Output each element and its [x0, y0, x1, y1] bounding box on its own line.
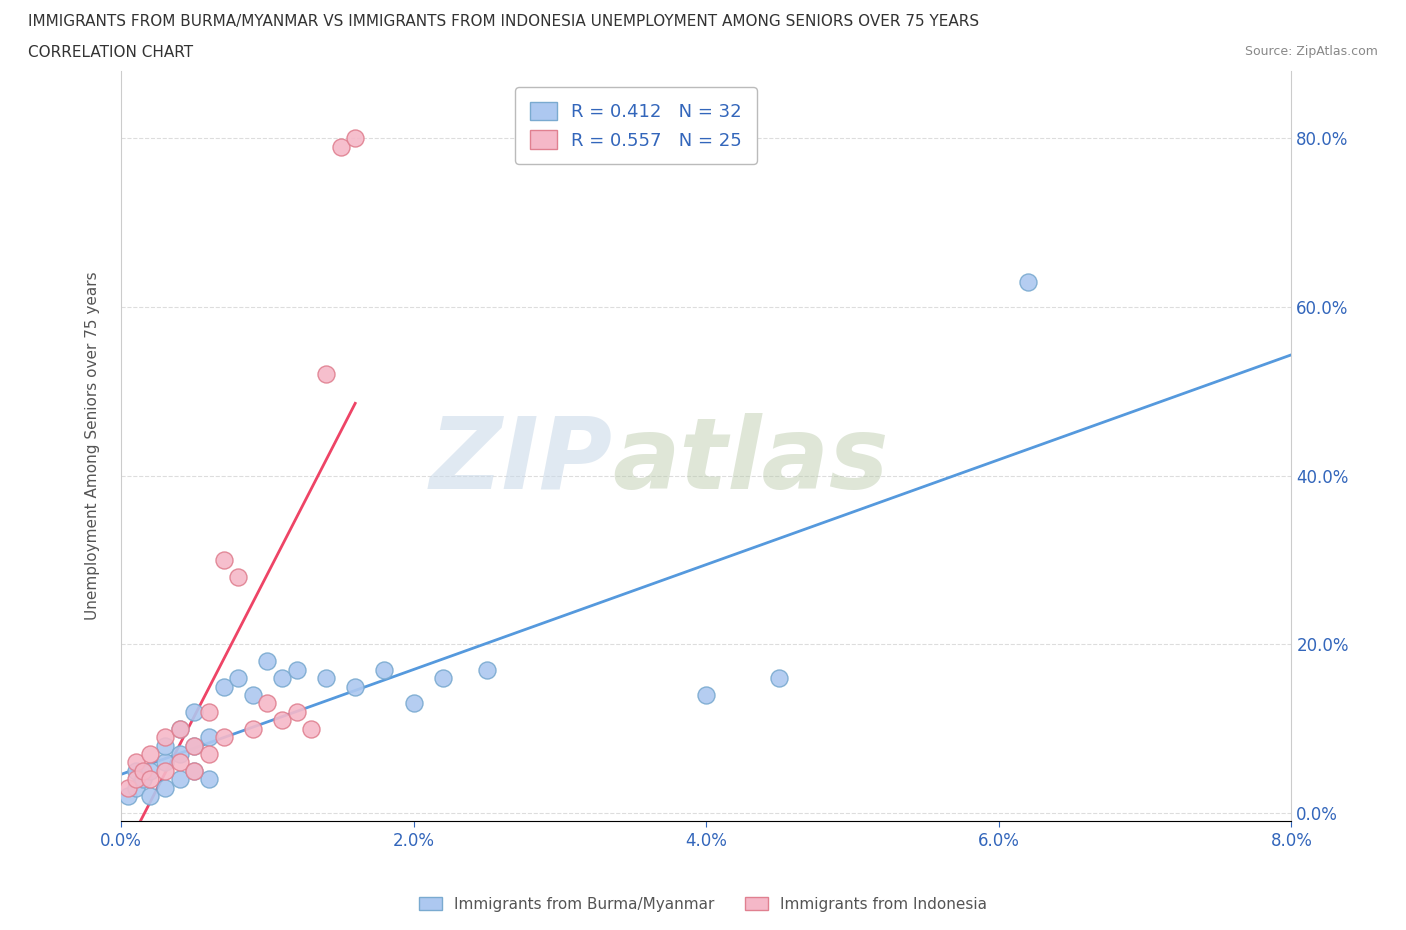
- Point: [212, 679, 235, 694]
- Point: [169, 747, 191, 762]
- Point: [169, 772, 191, 787]
- Point: [183, 764, 205, 778]
- Point: [125, 780, 148, 795]
- Point: [271, 671, 294, 685]
- Point: [329, 140, 352, 154]
- Point: [198, 730, 221, 745]
- Point: [153, 730, 176, 745]
- Point: [169, 722, 191, 737]
- Point: [125, 772, 148, 787]
- Point: [344, 679, 367, 694]
- Legend: Immigrants from Burma/Myanmar, Immigrants from Indonesia: Immigrants from Burma/Myanmar, Immigrant…: [413, 890, 993, 918]
- Point: [212, 552, 235, 567]
- Point: [695, 687, 717, 702]
- Point: [183, 738, 205, 753]
- Point: [432, 671, 454, 685]
- Point: [139, 772, 162, 787]
- Point: [475, 662, 498, 677]
- Point: [183, 738, 205, 753]
- Point: [198, 747, 221, 762]
- Point: [153, 780, 176, 795]
- Point: [344, 131, 367, 146]
- Point: [198, 772, 221, 787]
- Point: [315, 671, 337, 685]
- Point: [256, 696, 278, 711]
- Point: [285, 704, 308, 719]
- Y-axis label: Unemployment Among Seniors over 75 years: Unemployment Among Seniors over 75 years: [86, 272, 100, 620]
- Point: [139, 747, 162, 762]
- Point: [132, 772, 155, 787]
- Point: [198, 704, 221, 719]
- Point: [226, 671, 249, 685]
- Text: CORRELATION CHART: CORRELATION CHART: [28, 45, 193, 60]
- Text: Source: ZipAtlas.com: Source: ZipAtlas.com: [1244, 45, 1378, 58]
- Text: ZIP: ZIP: [430, 413, 613, 510]
- Point: [153, 764, 176, 778]
- Point: [139, 789, 162, 804]
- Point: [271, 712, 294, 727]
- Point: [117, 789, 139, 804]
- Text: atlas: atlas: [613, 413, 889, 510]
- Point: [768, 671, 790, 685]
- Point: [242, 687, 264, 702]
- Point: [139, 764, 162, 778]
- Point: [373, 662, 395, 677]
- Point: [132, 764, 155, 778]
- Point: [153, 738, 176, 753]
- Point: [256, 654, 278, 669]
- Point: [226, 569, 249, 584]
- Point: [212, 730, 235, 745]
- Point: [169, 755, 191, 770]
- Point: [402, 696, 425, 711]
- Point: [183, 764, 205, 778]
- Point: [1017, 274, 1039, 289]
- Point: [117, 780, 139, 795]
- Point: [169, 722, 191, 737]
- Text: IMMIGRANTS FROM BURMA/MYANMAR VS IMMIGRANTS FROM INDONESIA UNEMPLOYMENT AMONG SE: IMMIGRANTS FROM BURMA/MYANMAR VS IMMIGRA…: [28, 14, 979, 29]
- Point: [299, 722, 322, 737]
- Point: [242, 722, 264, 737]
- Point: [183, 704, 205, 719]
- Legend: R = 0.412   N = 32, R = 0.557   N = 25: R = 0.412 N = 32, R = 0.557 N = 25: [516, 87, 756, 164]
- Point: [315, 367, 337, 382]
- Point: [285, 662, 308, 677]
- Point: [125, 764, 148, 778]
- Point: [125, 755, 148, 770]
- Point: [153, 755, 176, 770]
